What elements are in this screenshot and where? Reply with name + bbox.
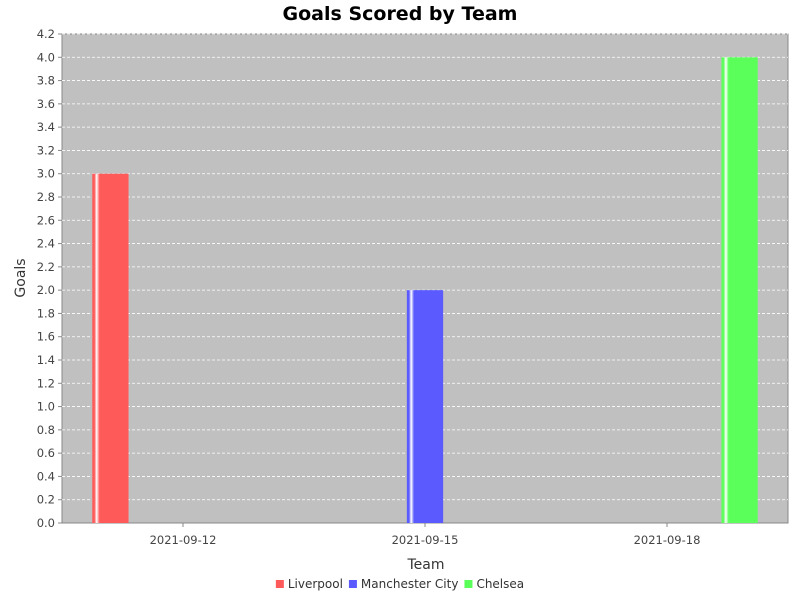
x-tick-label: 2021-09-15 — [392, 533, 459, 547]
legend-swatch — [348, 580, 357, 588]
bar — [406, 290, 444, 523]
legend-item-label: Manchester City — [361, 577, 459, 591]
y-axis-label: Goals — [13, 258, 29, 297]
y-tick-label: 0.4 — [37, 469, 55, 483]
y-tick-label: 3.6 — [37, 97, 55, 111]
y-tick-label: 2.4 — [37, 237, 55, 251]
x-axis: 2021-09-12 2021-09-15 2021-09-18 — [150, 523, 701, 547]
legend-item-label: Liverpool — [288, 577, 343, 591]
x-axis-label: Team — [406, 557, 444, 573]
y-tick-label: 0.8 — [37, 423, 55, 437]
y-tick-label: 1.2 — [37, 376, 55, 390]
legend-swatch — [464, 580, 473, 588]
y-tick-label: 1.8 — [37, 306, 55, 320]
y-tick-label: 1.6 — [37, 330, 55, 344]
legend-swatch — [275, 580, 284, 588]
y-tick-label: 3.8 — [37, 74, 55, 88]
y-tick-label: 4.0 — [37, 50, 55, 64]
y-tick-label: 1.4 — [37, 353, 55, 367]
y-tick-label: 0.6 — [37, 446, 55, 460]
y-axis: 0.0 0.2 0.4 0.6 0.8 1.0 1.2 1.4 1.6 1.8 2.0 2.2 2.4 2… — [37, 27, 62, 530]
y-tick-label: 4.2 — [37, 27, 55, 41]
legend-item-label: Chelsea — [476, 577, 524, 591]
bar — [92, 173, 129, 523]
bars — [92, 57, 758, 524]
chart-title: Goals Scored by Team — [283, 3, 518, 25]
y-tick-label: 1.0 — [37, 400, 55, 414]
x-tick-label: 2021-09-18 — [634, 533, 701, 547]
y-tick-label: 2.6 — [37, 213, 55, 227]
y-tick-label: 3.2 — [37, 143, 55, 157]
y-tick-label: 2.2 — [37, 260, 55, 274]
y-tick-label: 0.2 — [37, 493, 55, 507]
y-tick-label: 2.0 — [37, 283, 55, 297]
y-tick-label: 0.0 — [37, 516, 55, 530]
y-tick-label: 3.0 — [37, 167, 55, 181]
y-tick-label: 2.8 — [37, 190, 55, 204]
legend: Liverpool Manchester City Chelsea — [275, 577, 524, 591]
bar — [721, 57, 758, 524]
y-tick-label: 3.4 — [37, 120, 55, 134]
x-tick-label: 2021-09-12 — [150, 533, 217, 547]
